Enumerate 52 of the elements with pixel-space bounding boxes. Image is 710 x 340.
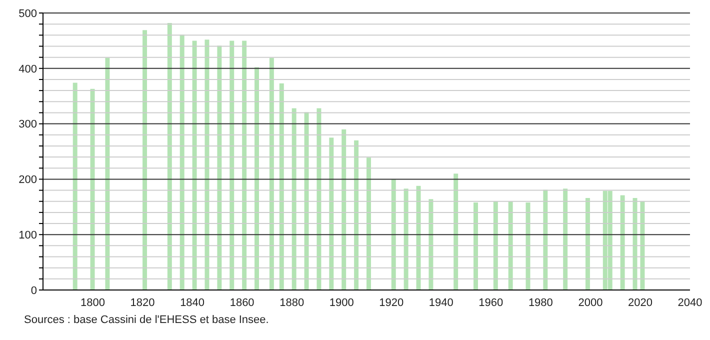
y-tick-label: 300 [18, 118, 37, 131]
bar [493, 201, 498, 290]
bar [254, 67, 259, 290]
bar [329, 138, 334, 290]
x-tick-label: 1820 [130, 296, 155, 309]
x-tick-label: 2020 [628, 296, 652, 309]
x-tick-label: 1980 [528, 296, 553, 309]
x-tick-label: 1940 [428, 296, 454, 309]
bar [354, 140, 359, 290]
bar [620, 195, 625, 290]
bar [640, 201, 645, 290]
bar [242, 40, 247, 290]
y-tick-label: 400 [18, 63, 37, 76]
source-note: Sources : base Cassini de l'EHESS et base Insee. [24, 314, 270, 326]
bar [474, 202, 478, 290]
bar [180, 34, 184, 290]
bar [217, 46, 222, 290]
bar [391, 179, 396, 290]
x-tick-label: 1800 [80, 296, 106, 309]
x-tick-label: 1920 [379, 296, 404, 309]
bar [167, 22, 172, 290]
bar [269, 58, 274, 290]
bar [404, 188, 408, 290]
bar [428, 199, 434, 290]
bar [72, 82, 78, 290]
bar [508, 201, 513, 290]
x-tick-label: 1960 [478, 296, 504, 309]
y-tick-label: 200 [18, 174, 37, 186]
bar [316, 108, 322, 290]
bar [342, 129, 346, 290]
y-tick-label: 100 [18, 230, 37, 242]
x-tick-label: 2000 [578, 296, 603, 309]
bar [105, 58, 110, 290]
bar [279, 83, 284, 290]
x-tick-label: 1840 [180, 296, 205, 309]
bar [563, 188, 568, 290]
bar [543, 190, 548, 290]
y-tick-label: 0 [30, 284, 37, 297]
bar [230, 40, 234, 290]
bar [585, 198, 590, 290]
y-tick-label: 500 [18, 8, 37, 20]
bar [366, 158, 371, 290]
bar [192, 40, 197, 290]
x-tick-label: 1880 [280, 296, 304, 309]
bar [292, 108, 296, 290]
bar [142, 30, 148, 290]
x-tick-label: 1860 [230, 296, 254, 309]
x-tick-label: 2040 [678, 296, 702, 309]
bar [454, 174, 458, 290]
x-tick-label: 1900 [329, 296, 354, 309]
bar [304, 112, 309, 290]
bar [90, 88, 95, 290]
